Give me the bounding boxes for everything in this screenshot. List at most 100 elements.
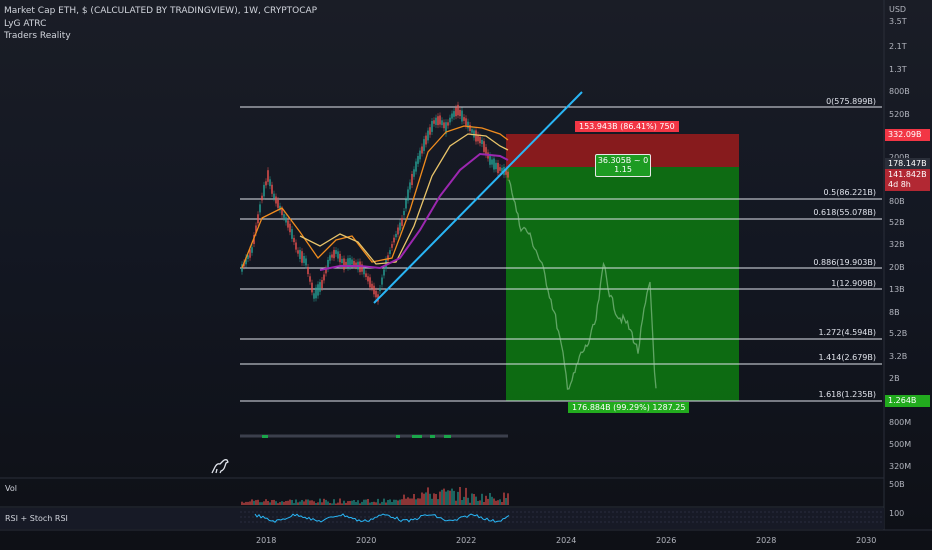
candle [355,262,357,267]
volume-bar [393,499,395,505]
price-tick: 20B [889,263,905,272]
indicator-lyg-atrc[interactable]: LyG ATRC [4,19,47,29]
candle [481,139,483,144]
candle [459,110,461,117]
candle [497,162,499,174]
volume-bar [425,492,427,505]
candle [495,162,497,170]
candle [405,199,407,209]
take-profit-label: 176.884B (99.29%) 1287.25 [568,402,690,413]
volume-bar [463,496,465,505]
volume-bar [355,502,357,505]
candle [379,288,381,292]
candle [381,277,383,285]
candle [335,250,337,254]
candle [467,121,469,129]
volume-bar [477,501,479,505]
volume-bar [241,501,243,505]
volume-bar [379,503,381,505]
volume-bar [375,502,377,505]
fib-label-0-5: 0.5(86.221B) [823,188,876,197]
volume-bar [245,501,247,505]
candle [343,258,345,270]
dinosaur-logo-icon [211,459,229,474]
signal-strip-marks [262,435,451,438]
volume-bar [409,498,411,505]
candle [255,225,257,233]
candle [413,169,415,177]
volume-bar [305,499,307,505]
volume-bar [263,501,265,505]
volume-bar [451,488,453,505]
candle [439,115,441,125]
indicator-traders-reality[interactable]: Traders Reality [4,31,71,41]
volume-bar [323,498,325,505]
candle [287,220,289,228]
current-price-value: 141.842B [888,170,927,179]
candle [249,249,251,258]
volume-bar [327,501,329,505]
candle [403,211,405,216]
candle [429,127,431,135]
projection-line [508,179,657,390]
candle [369,277,371,288]
volume-bar [363,499,365,505]
volume-bar [397,500,399,505]
volume-bar [307,499,309,505]
candle [301,251,303,263]
target-price-badge: 1.264B [885,395,930,407]
volume-bar [289,499,291,505]
volume-bar [275,501,277,505]
candle [473,130,475,138]
candle [449,117,451,123]
entry-label-line-1: 36.305B ~ 0 [597,156,649,165]
volume-bar [251,499,253,505]
volume-bar [447,490,449,505]
volume-bar [427,487,429,505]
candle [399,222,401,231]
candle [283,214,285,218]
price-axis[interactable]: USD 3.5T 2.1T 1.3T 800B 520B 200B 80B 52… [885,0,932,530]
candle [447,122,449,126]
entry-label-line-2: 1.15 [614,165,632,174]
volume-bar [261,502,263,505]
fib-label-1: 1(12.909B) [831,279,876,288]
volume-bar [413,494,415,505]
candle [277,200,279,208]
volume-bar [471,493,473,505]
ascending-trendline[interactable] [373,91,583,304]
volume-bar [257,499,259,505]
take-profit-zone[interactable] [506,167,739,401]
candle [397,227,399,235]
candle [491,159,493,165]
candle [297,250,299,254]
ma-yellow-line [299,133,509,265]
volume-bar [411,498,413,505]
volume-bar [297,502,299,505]
candlestick-series [241,101,509,305]
fib-label-1-618: 1.618(1.235B) [818,390,876,399]
volume-bar [419,498,421,505]
candle [349,258,351,267]
volume-bar [431,498,433,505]
candle [271,184,273,194]
candle [259,204,261,213]
volume-bar [259,502,261,505]
symbol-title[interactable]: Market Cap ETH, $ (CALCULATED BY TRADING… [4,6,318,16]
price-tick: 2B [889,374,900,383]
volume-bar [293,503,295,505]
time-axis[interactable]: 2018 2020 2022 2024 2026 2028 2030 [0,531,884,550]
volume-bar [475,496,477,505]
volume-pane-label[interactable]: Vol [5,484,17,493]
volume-bar [341,503,343,505]
fibonacci-retracement[interactable] [240,106,882,402]
volume-bar [349,501,351,505]
volume-bar [493,498,495,505]
time-tick: 2026 [656,536,677,545]
volume-bars [241,487,509,505]
rsi-pane-label[interactable]: RSI + Stoch RSI [5,514,68,523]
volume-axis-tick: 50B [889,480,905,489]
candle [371,283,373,289]
